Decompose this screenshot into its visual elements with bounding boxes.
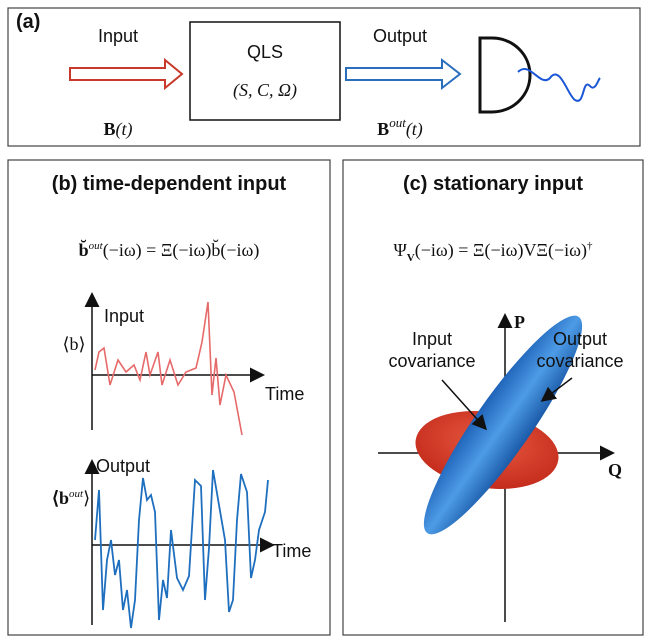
- q-label: Q: [608, 460, 622, 480]
- input-signal: [94, 301, 243, 436]
- input-formula: B(t): [103, 119, 132, 140]
- detector: [478, 36, 532, 114]
- output-formula: Bout(t): [377, 115, 423, 140]
- panel-title: (c) stationary input: [403, 173, 583, 195]
- pointer: [540, 377, 573, 402]
- input-label: Input: [98, 26, 138, 46]
- x-label: Time: [272, 541, 311, 561]
- output-signal: [94, 469, 269, 629]
- system-box: [189, 21, 341, 121]
- panel-b: [7, 159, 331, 636]
- plot-label: Input: [104, 306, 144, 326]
- panel-a: [7, 7, 641, 147]
- x-label: Time: [265, 384, 304, 404]
- signal: [517, 68, 601, 102]
- equation: ΨV(−iω) = Ξ(−iω)VΞ(−iω)†: [394, 240, 594, 264]
- output-label: Output: [373, 26, 427, 46]
- panel-label: (a): [16, 11, 40, 33]
- p-label: P: [514, 312, 525, 332]
- input-cov-label: Input covariance: [388, 329, 475, 371]
- system-params: (S, C, Ω): [233, 80, 297, 101]
- output-ellipse: [423, 315, 583, 535]
- equation: b̆out(−iω) = Ξ(−iω)b̆(−iω): [79, 238, 260, 261]
- system-name: QLS: [247, 42, 283, 62]
- panel-title: (b) time-dependent input: [52, 173, 287, 195]
- output-cov-label: Output covariance: [536, 329, 623, 371]
- y-label: ⟨b⟩: [62, 334, 85, 354]
- panel-c: [342, 159, 644, 636]
- plot-label: Output: [96, 456, 150, 476]
- y-label: ⟨bout⟩: [52, 488, 90, 508]
- input-arrow: [69, 57, 184, 91]
- pointer: [441, 379, 488, 431]
- output-arrow: [345, 57, 462, 91]
